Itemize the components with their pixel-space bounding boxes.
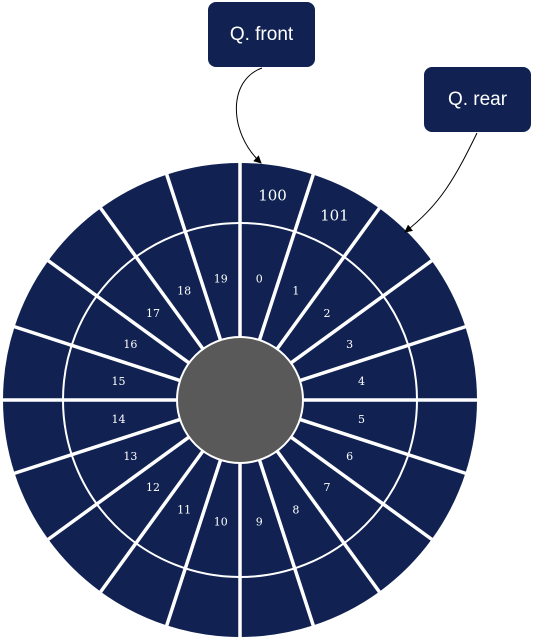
slot-index-5: 5	[358, 413, 365, 426]
slot-value-labels: 100 101	[258, 187, 349, 225]
inner-slot-13	[71, 419, 190, 505]
outer-slot-17	[48, 208, 136, 296]
inner-slot-15	[63, 345, 181, 400]
inner-slot-4	[299, 345, 417, 400]
slot-index-13: 13	[123, 450, 137, 463]
slot-index-15: 15	[112, 375, 126, 388]
slot-index-0: 0	[256, 273, 263, 286]
inner-slot-16	[71, 295, 190, 381]
slot-divider-4	[299, 324, 468, 383]
outer-slot-0	[240, 163, 314, 232]
slot-index-1: 1	[292, 284, 299, 297]
slot-index-8: 8	[292, 504, 299, 517]
outer-slot-7	[344, 504, 432, 592]
inner-slot-14	[63, 400, 181, 455]
slot-index-19: 19	[214, 273, 228, 286]
slot-index-7: 7	[323, 481, 330, 494]
slot-divider-12	[98, 449, 205, 595]
rear-pointer-text: Q. rear	[447, 88, 508, 110]
slot-divider-2	[275, 205, 382, 351]
inner-slot-18	[135, 231, 221, 350]
slot-divider-6	[299, 417, 468, 476]
slot-divider-17	[45, 258, 191, 365]
slot-divider-19	[164, 172, 223, 341]
slot-divider-8	[275, 449, 382, 595]
rear-pointer-label: Q. rear	[424, 67, 531, 132]
outer-slot-9	[240, 568, 314, 637]
outer-slot-15	[3, 326, 72, 400]
inner-slot-19	[185, 223, 240, 341]
slot-index-9: 9	[256, 515, 263, 528]
inner-slot-10	[185, 459, 240, 577]
inner-slot-7	[277, 437, 384, 544]
slot-value-1: 101	[320, 207, 349, 225]
slot-divider-16	[12, 324, 181, 383]
slot-divider-11	[164, 459, 223, 628]
inner-slot-2	[277, 256, 384, 363]
inner-slot-8	[259, 450, 345, 569]
slot-index-3: 3	[346, 338, 353, 351]
slot-divider-14	[12, 417, 181, 476]
inner-slot-5	[299, 400, 417, 455]
slot-index-14: 14	[112, 413, 126, 426]
inner-slot-17	[96, 256, 203, 363]
slot-index-17: 17	[146, 307, 160, 320]
front-pointer-text: Q. front	[229, 23, 294, 45]
slot-value-0: 100	[258, 187, 287, 205]
inner-ring	[63, 223, 417, 577]
center-hub	[176, 336, 304, 464]
slot-divider-3	[289, 258, 435, 365]
inner-slot-0	[240, 223, 295, 341]
slot-divider-9	[257, 459, 316, 628]
slot-index-6: 6	[346, 450, 353, 463]
inner-slot-11	[135, 450, 221, 569]
slot-index-16: 16	[123, 338, 137, 351]
outer-slot-14	[3, 400, 72, 474]
slot-index-18: 18	[177, 284, 191, 297]
slot-divider-18	[98, 205, 205, 351]
rear-pointer-arrow	[404, 132, 478, 233]
slot-divider-1	[257, 172, 316, 341]
front-pointer-arrow	[235, 67, 263, 164]
inner-slot-6	[290, 419, 409, 505]
slot-index-4: 4	[358, 375, 365, 388]
inner-slot-1	[259, 231, 345, 350]
outer-slot-10	[166, 568, 240, 637]
outer-slot-5	[408, 400, 477, 474]
outer-slot-19	[166, 163, 240, 232]
slot-index-10: 10	[214, 515, 228, 528]
slot-dividers	[1, 161, 479, 639]
inner-slot-9	[240, 459, 295, 577]
slot-index-2: 2	[323, 307, 330, 320]
slot-divider-13	[45, 435, 191, 542]
inner-slot-12	[96, 437, 203, 544]
slot-index-11: 11	[177, 504, 191, 517]
outer-slot-12	[48, 504, 136, 592]
slot-divider-7	[289, 435, 435, 542]
inner-slot-3	[290, 295, 409, 381]
outer-slot-2	[344, 208, 432, 296]
slot-index-12: 12	[146, 481, 160, 494]
front-pointer-label: Q. front	[208, 2, 315, 67]
outer-slot-4	[408, 326, 477, 400]
